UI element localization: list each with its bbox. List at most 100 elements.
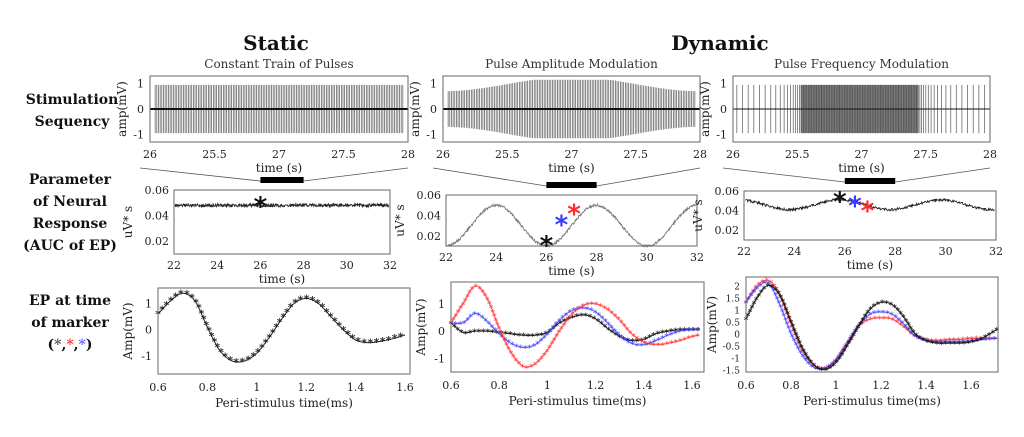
data-point: * <box>793 332 798 342</box>
data-point: * <box>332 315 338 328</box>
data-point: * <box>780 298 785 308</box>
y-axis-label: Amp(mV) <box>121 302 135 360</box>
chart-title: Pulse Frequency Modulation <box>774 57 949 71</box>
y-tick-label: 1 <box>137 78 144 91</box>
data-point: * <box>860 316 865 326</box>
y-tick-label: 0.04 <box>145 210 170 223</box>
data-point: * <box>938 339 943 349</box>
data-point: * <box>567 314 572 324</box>
x-tick-label: 1.4 <box>917 379 935 392</box>
data-point: * <box>695 327 700 337</box>
marker-asterisk-black: * <box>254 192 268 222</box>
data-point: * <box>895 307 900 317</box>
zoom-connector-left <box>139 167 261 182</box>
header-dynamic: Dynamic <box>671 31 768 55</box>
x-tick-label: 0.8 <box>782 379 800 392</box>
data-point: * <box>616 331 621 341</box>
x-tick-label: 26 <box>436 148 450 161</box>
data-point: * <box>622 322 627 332</box>
data-point: * <box>868 316 873 326</box>
data-point: * <box>916 335 921 345</box>
data-point: * <box>952 340 957 350</box>
data-point: * <box>822 366 827 376</box>
data-point: * <box>853 328 858 338</box>
data-point: * <box>885 310 890 320</box>
paren-open: ( <box>48 337 55 353</box>
data-point: * <box>458 321 463 331</box>
series-blue: ****************************************… <box>744 280 999 376</box>
data-point: * <box>259 341 265 354</box>
marker-asterisk-blue: * <box>555 211 569 241</box>
data-point: * <box>635 335 640 345</box>
y-tick-label: 0.02 <box>417 230 442 243</box>
data-point: * <box>499 329 504 339</box>
data-point: * <box>648 340 653 350</box>
x-tick-label: 28 <box>888 245 902 258</box>
row-label-stimulation: Stimulation Sequency <box>26 92 119 130</box>
x-axis-label: time (s) <box>259 272 305 286</box>
data-point: * <box>579 312 584 322</box>
data-point: * <box>626 339 631 349</box>
data-point: * <box>864 314 869 324</box>
x-tick-label: 0.6 <box>149 381 167 394</box>
data-point: * <box>690 327 695 337</box>
data-point: * <box>647 341 652 351</box>
data-point: * <box>759 289 764 299</box>
data-point: * <box>212 336 218 349</box>
data-point: * <box>594 301 599 311</box>
data-point: * <box>481 328 486 338</box>
data-point: * <box>470 285 475 295</box>
y-tick-label: 2 <box>734 282 740 292</box>
data-point: * <box>748 292 753 302</box>
data-point: * <box>613 313 618 323</box>
data-point: * <box>596 311 601 321</box>
data-point: * <box>778 304 783 314</box>
data-point: * <box>514 343 519 353</box>
x-tick-label: 26 <box>253 259 267 272</box>
data-point: * <box>682 336 687 346</box>
data-point: * <box>596 317 601 327</box>
x-tick-label: 22 <box>439 251 453 264</box>
data-point: * <box>206 324 212 337</box>
data-point: * <box>266 331 272 344</box>
data-point: * <box>664 333 669 343</box>
data-point: * <box>987 336 992 346</box>
data-point: * <box>769 283 774 293</box>
data-point: * <box>630 338 635 348</box>
data-point: * <box>681 327 686 337</box>
y-axis-label: amp(mV) <box>698 81 712 137</box>
y-tick-label: 0.04 <box>715 205 740 218</box>
data-point: * <box>800 348 805 358</box>
data-point: * <box>386 334 392 347</box>
y-tick-label: 0 <box>430 103 437 116</box>
data-point: * <box>222 351 228 364</box>
x-tick-label: 30 <box>640 251 654 264</box>
data-point: * <box>766 280 771 290</box>
x-tick-label: 26 <box>838 245 852 258</box>
data-point: * <box>630 341 635 351</box>
chart-ep-pam: **** * * * * * * * * * * * * * * * * * * * **** * * * * * * * * *****… <box>414 281 705 408</box>
data-point: * <box>858 321 863 331</box>
data-point: * <box>691 327 696 337</box>
data-point: * <box>921 337 926 347</box>
data-point: * <box>668 331 673 341</box>
x-tick-label: 24 <box>787 245 801 258</box>
data-point: * <box>602 323 607 333</box>
data-point: * <box>909 330 914 340</box>
data-point: * <box>304 292 310 305</box>
data-point: * <box>884 299 889 309</box>
y-tick-label: 1 <box>430 78 437 91</box>
data-point: * <box>643 336 648 346</box>
data-point: * <box>678 338 683 348</box>
data-point: * <box>477 285 482 295</box>
data-point: * <box>803 352 808 362</box>
marker-asterisk-red: * <box>861 197 875 227</box>
header-static: Static <box>243 31 309 55</box>
data-point: * <box>263 336 269 349</box>
data-point: * <box>789 318 794 328</box>
data-point: * <box>665 341 670 351</box>
x-tick-label: 1.4 <box>347 381 365 394</box>
plot-frame <box>743 190 997 241</box>
data-point: * <box>947 339 952 349</box>
